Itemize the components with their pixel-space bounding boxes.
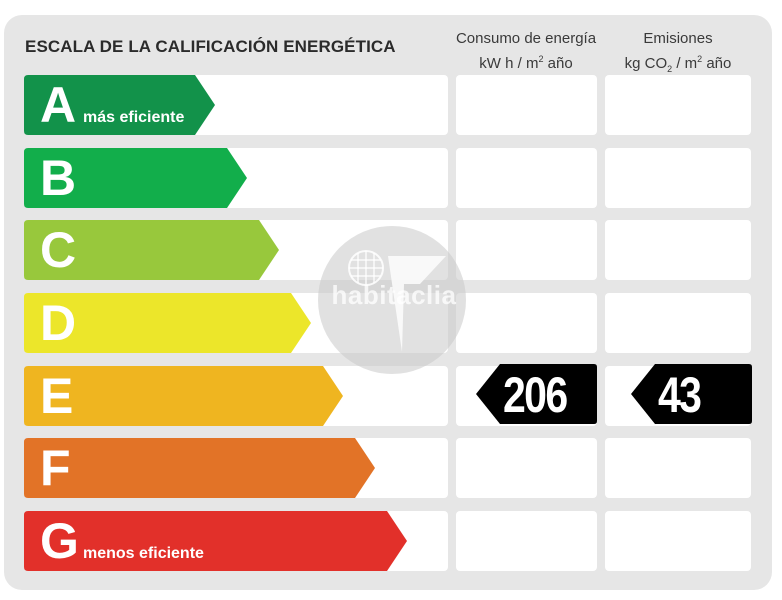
result-value: 206 <box>503 367 568 423</box>
rating-arrow-e: E <box>24 366 343 426</box>
rating-letter: C <box>40 222 77 278</box>
rating-row-d-emissions-cell <box>605 293 751 353</box>
rating-row-c-consumption-cell <box>456 220 597 280</box>
rating-letter: D <box>40 295 77 351</box>
emissions-header-label: Emisiones <box>643 30 713 47</box>
rating-arrow-shape-icon <box>24 511 407 571</box>
rating-arrow-c: C <box>24 220 279 280</box>
rating-letter: E <box>40 368 74 424</box>
result-arrow-shape-icon <box>631 364 752 424</box>
rating-letter: A <box>40 77 77 133</box>
emissions-column-header: Emisiones kg CO2 / m2 año <box>600 28 756 80</box>
emissions-result-badge: 43 <box>631 364 752 424</box>
rating-row-f-emissions-cell <box>605 438 751 498</box>
rating-arrow-shape-icon <box>24 438 375 498</box>
consumption-result-badge: 206 <box>476 364 597 424</box>
rating-row-d-consumption-cell <box>456 293 597 353</box>
rating-arrow-shape-icon <box>24 220 279 280</box>
rating-arrow-b: B <box>24 148 247 208</box>
rating-letter: G <box>40 513 79 569</box>
habitaclia-watermark: habitaclia <box>318 226 466 374</box>
watermark-text: habitaclia <box>331 280 457 310</box>
rating-arrow-shape-icon <box>24 293 311 353</box>
rating-row-a-emissions-cell <box>605 75 751 135</box>
rating-row-b-consumption-cell <box>456 148 597 208</box>
rating-row-c-emissions-cell <box>605 220 751 280</box>
rating-letter: B <box>40 150 77 206</box>
rating-letter: F <box>40 440 71 496</box>
rating-note: menos eficiente <box>83 545 204 562</box>
rating-note: más eficiente <box>83 109 185 126</box>
rating-row-a-consumption-cell <box>456 75 597 135</box>
consumption-column-header: Consumo de energía kW h / m2 año <box>446 28 606 74</box>
result-value: 43 <box>658 367 702 423</box>
rating-row-b-emissions-cell <box>605 148 751 208</box>
rating-arrow-f: F <box>24 438 375 498</box>
consumption-header-unit: kW h / m2 año <box>479 54 573 72</box>
rating-row-f-consumption-cell <box>456 438 597 498</box>
rating-arrow-shape-icon <box>24 75 215 135</box>
rating-arrow-shape-icon <box>24 148 247 208</box>
rating-row-g-emissions-cell <box>605 511 751 571</box>
emissions-header-unit: kg CO2 / m2 año <box>624 54 732 74</box>
page-title: ESCALA DE LA CALIFICACIÓN ENERGÉTICA <box>25 37 396 56</box>
rating-row-g-consumption-cell <box>456 511 597 571</box>
rating-arrow-shape-icon <box>24 366 343 426</box>
rating-arrow-d: D <box>24 293 311 353</box>
result-arrow-shape-icon <box>476 364 597 424</box>
consumption-header-label: Consumo de energía <box>455 30 597 47</box>
watermark-logo-icon <box>348 250 446 352</box>
